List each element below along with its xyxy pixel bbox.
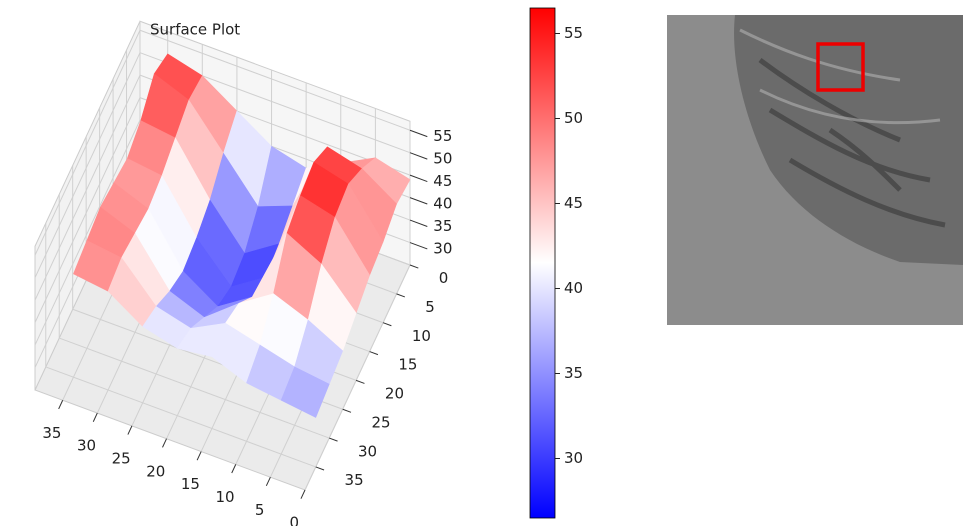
x-tick xyxy=(92,412,98,422)
y-tick-label: 35 xyxy=(345,471,364,489)
grid-line xyxy=(34,52,141,278)
z-tick xyxy=(409,174,428,183)
y-tick-label: 25 xyxy=(371,413,390,431)
grid-line xyxy=(59,337,330,439)
x-tick-label: 30 xyxy=(77,437,96,455)
x-tick xyxy=(231,464,237,474)
y-tick xyxy=(329,437,338,442)
y-tick xyxy=(315,466,325,471)
x-tick-label: 35 xyxy=(42,424,61,442)
colorbar-tick-label: 50 xyxy=(564,109,583,127)
surface-cell xyxy=(280,366,330,418)
grid-line xyxy=(34,119,141,346)
x-tick-label: 20 xyxy=(146,462,165,480)
x-tick-label: 25 xyxy=(112,449,131,467)
grid-line xyxy=(304,264,411,491)
z-tick xyxy=(409,219,428,227)
x-tick xyxy=(127,425,133,435)
x-tick-label: 5 xyxy=(255,501,265,519)
y-tick xyxy=(369,351,379,356)
y-tick xyxy=(396,293,406,298)
colorbar xyxy=(529,7,556,519)
x-tick xyxy=(265,476,271,487)
y-tick-label: 20 xyxy=(385,385,404,403)
x-tick xyxy=(162,438,167,448)
z-tick-label: 45 xyxy=(433,172,452,190)
x-tick xyxy=(58,400,64,410)
z-tick xyxy=(409,197,428,205)
grid-line xyxy=(45,366,316,468)
chart-title: Surface Plot xyxy=(150,21,240,39)
grid-line xyxy=(34,97,141,323)
y-tick-label: 30 xyxy=(358,442,377,460)
y-tick xyxy=(342,408,352,413)
z-tick xyxy=(409,152,428,160)
image-panel xyxy=(667,15,963,325)
x-tick xyxy=(196,451,202,461)
z-tick-label: 35 xyxy=(433,217,452,235)
colorbar-tick-label: 45 xyxy=(564,194,583,212)
z-tick xyxy=(409,242,428,250)
x-tick-label: 10 xyxy=(215,488,234,506)
grid-line xyxy=(34,30,141,256)
y-tick-label: 0 xyxy=(439,269,449,287)
z-tick-label: 55 xyxy=(433,127,452,145)
x-tick xyxy=(300,489,306,499)
x-tick-label: 0 xyxy=(289,514,299,526)
y-tick-label: 15 xyxy=(398,356,417,374)
grid-line xyxy=(139,29,411,131)
grid-line xyxy=(34,74,141,301)
y-tick-label: 10 xyxy=(412,327,431,345)
x-tick-label: 15 xyxy=(181,475,200,493)
z-tick xyxy=(409,129,428,138)
z-tick-label: 40 xyxy=(433,195,452,213)
colorbar-axis: 30 35 40 45 50 55 xyxy=(555,24,583,467)
colorbar-tick-label: 55 xyxy=(564,24,583,42)
y-tick xyxy=(355,379,365,384)
y-tick xyxy=(409,264,419,269)
z-tick-label: 30 xyxy=(433,239,452,257)
y-tick xyxy=(382,322,392,327)
colorbar-tick-label: 35 xyxy=(564,364,583,382)
colorbar-tick-label: 40 xyxy=(564,279,583,297)
y-tick-label: 5 xyxy=(425,298,435,316)
colorbar-tick-label: 30 xyxy=(564,449,583,467)
z-tick-label: 50 xyxy=(433,150,452,168)
